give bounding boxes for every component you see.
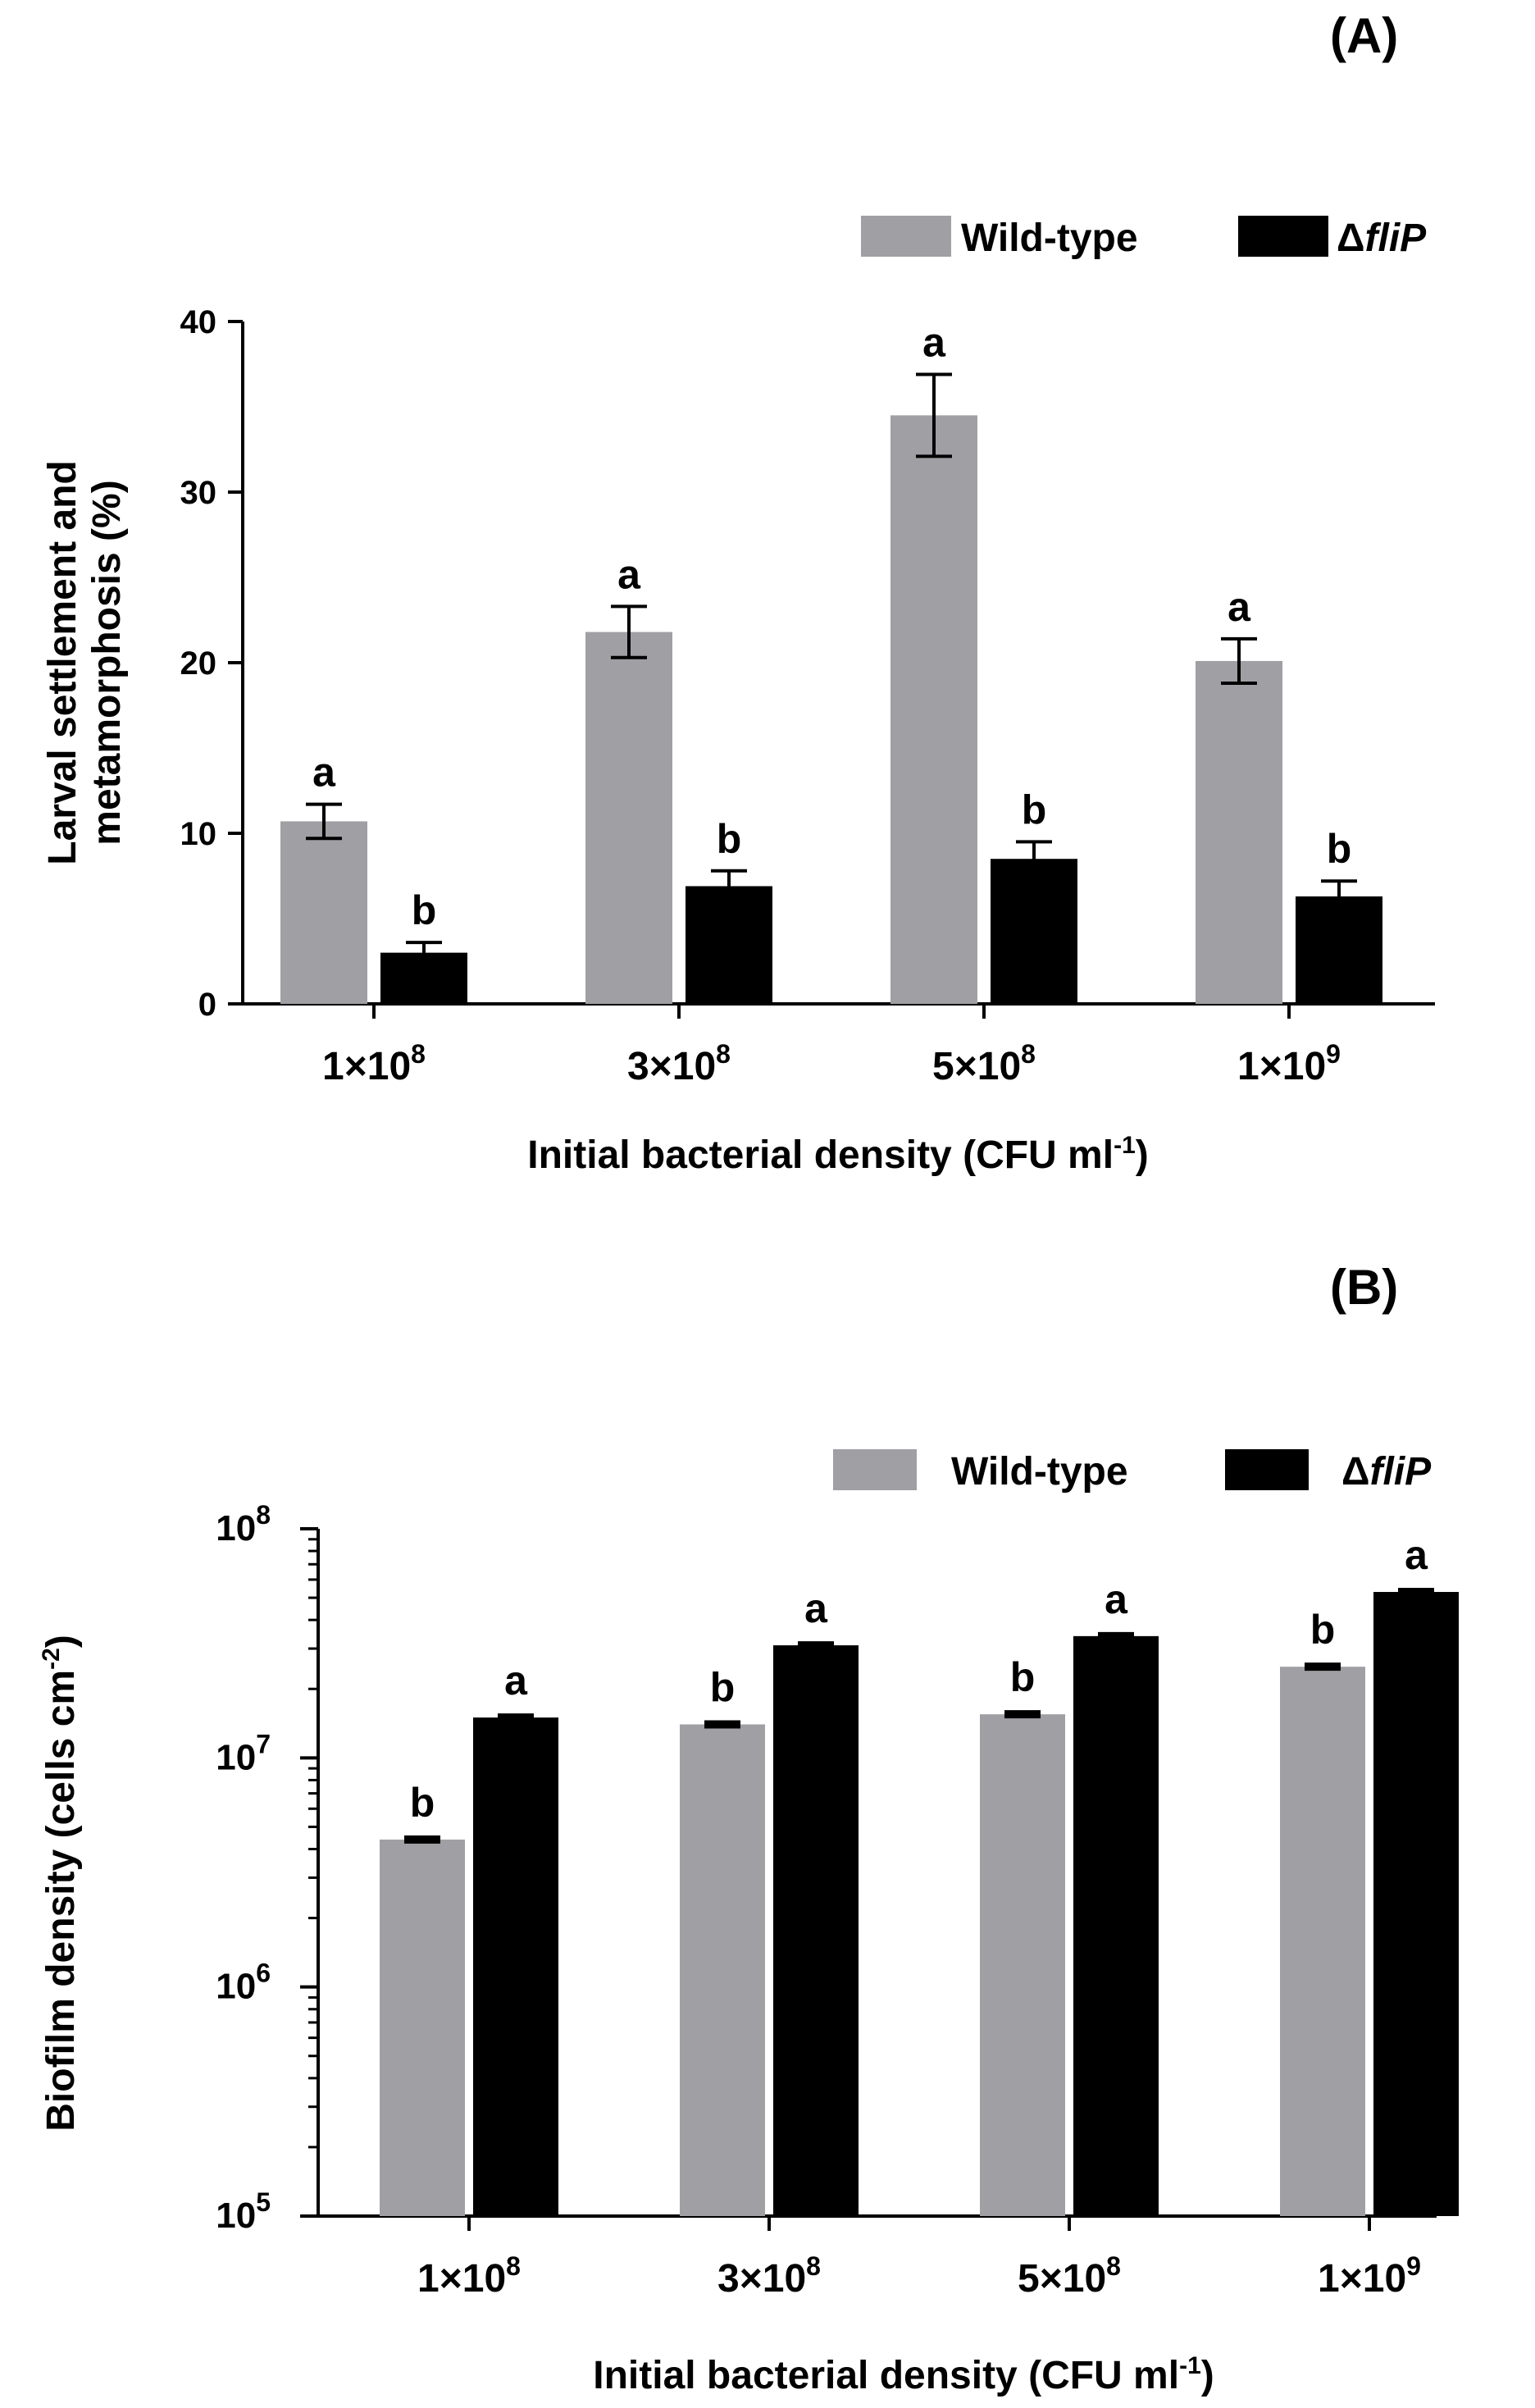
error-bar-a bbox=[406, 941, 442, 965]
bar-b-wildtype bbox=[380, 1839, 465, 2216]
y-tick-label-a: 30 bbox=[180, 475, 217, 511]
bar-b-flip bbox=[773, 1645, 859, 2216]
legend-a-wildtype-swatch bbox=[861, 216, 951, 257]
legend-b-flip-label: ΔfliP bbox=[1341, 1450, 1432, 1494]
x-tick-label-a: 3×108 bbox=[627, 1039, 731, 1088]
sig-letter-a: b bbox=[1327, 826, 1352, 872]
error-bar-a bbox=[1016, 840, 1052, 878]
sig-letter-a: a bbox=[1228, 584, 1251, 630]
y-tick-label-b: 108 bbox=[216, 1500, 271, 1548]
y-axis-b-title: Biofilm density (cells cm-2) bbox=[38, 1635, 83, 2132]
bar-a-flip bbox=[991, 859, 1077, 1004]
sig-letter-b: b bbox=[1010, 1654, 1036, 1700]
sig-letter-a: b bbox=[412, 887, 437, 933]
panel-b-label: (B) bbox=[1330, 1260, 1398, 1315]
bar-a-wildtype bbox=[1196, 660, 1282, 1004]
bar-b-flip bbox=[473, 1717, 558, 2216]
sig-letter-a: b bbox=[1022, 787, 1047, 832]
sig-letter-b: a bbox=[804, 1585, 828, 1631]
sig-letter-b: b bbox=[1310, 1607, 1336, 1653]
bar-a-wildtype bbox=[585, 632, 672, 1004]
sig-letter-a: b bbox=[717, 816, 742, 862]
y-tick-label-a: 20 bbox=[180, 645, 217, 682]
bar-b-wildtype bbox=[680, 1724, 765, 2216]
panel-a-chart: (A) Wild-type ΔfliP Larval settlement an… bbox=[41, 8, 1435, 1177]
legend-a-wildtype-label: Wild-type bbox=[961, 217, 1138, 260]
x-axis-a-title: Initial bacterial density (CFU ml-1) bbox=[527, 1132, 1149, 1177]
bar-a-flip bbox=[686, 886, 772, 1004]
error-bar-a bbox=[611, 604, 647, 659]
bar-b-flip bbox=[1073, 1635, 1159, 2216]
sig-letter-b: a bbox=[1105, 1576, 1128, 1622]
panel-a-label: (A) bbox=[1330, 8, 1398, 63]
error-bar-a bbox=[916, 372, 952, 458]
x-tick-label-b: 5×108 bbox=[1018, 2251, 1121, 2301]
y-tick-label-b: 105 bbox=[216, 2187, 271, 2236]
x-axis-b-title: Initial bacterial density (CFU ml-1) bbox=[593, 2352, 1214, 2397]
y-tick-label-a: 40 bbox=[180, 304, 217, 340]
x-tick-label-b: 1×109 bbox=[1318, 2251, 1421, 2301]
bar-a-wildtype bbox=[280, 821, 367, 1004]
error-bar-a bbox=[1221, 636, 1257, 685]
sig-letter-a: a bbox=[312, 750, 336, 796]
sig-letter-b: a bbox=[504, 1658, 528, 1703]
legend-b-flip-swatch bbox=[1225, 1449, 1309, 1490]
x-tick-label-b: 1×108 bbox=[417, 2251, 521, 2301]
x-tick-label-a: 1×108 bbox=[322, 1039, 426, 1088]
panel-b-chart: (B) Wild-type ΔfliP Biofilm density (cel… bbox=[38, 1260, 1459, 2397]
y-tick-label-a: 10 bbox=[180, 816, 217, 852]
x-tick-label-b: 3×108 bbox=[717, 2251, 821, 2301]
y-tick-label-b: 106 bbox=[216, 1959, 271, 2007]
y-tick-label-a: 0 bbox=[198, 987, 216, 1023]
bar-a-wildtype bbox=[890, 415, 977, 1004]
legend-b-wildtype-label: Wild-type bbox=[951, 1450, 1128, 1494]
x-tick-label-a: 1×109 bbox=[1237, 1039, 1341, 1088]
bar-b-wildtype bbox=[1280, 1667, 1365, 2216]
legend-b-wildtype-swatch bbox=[833, 1449, 917, 1490]
sig-letter-a: a bbox=[617, 551, 641, 597]
legend-a-flip-swatch bbox=[1238, 216, 1328, 257]
bar-a-flip bbox=[1296, 896, 1382, 1004]
bar-b-wildtype bbox=[980, 1714, 1065, 2216]
error-bar-a bbox=[1321, 879, 1357, 914]
sig-letter-b: a bbox=[1405, 1532, 1428, 1578]
y-tick-label-b: 107 bbox=[216, 1729, 271, 1777]
y-axis-a-title-line2: metamorphosis (%) bbox=[85, 480, 129, 845]
sig-letter-b: b bbox=[710, 1665, 736, 1711]
x-tick-label-a: 5×108 bbox=[932, 1039, 1036, 1088]
sig-letter-a: a bbox=[922, 319, 946, 365]
y-axis-a-title-line1: Larval settlement and bbox=[41, 460, 84, 865]
legend-a-flip-label: ΔfliP bbox=[1337, 217, 1427, 260]
error-bar-a bbox=[711, 869, 747, 904]
bar-b-flip bbox=[1373, 1592, 1459, 2216]
sig-letter-b: b bbox=[410, 1780, 435, 1826]
error-bar-a bbox=[306, 802, 342, 841]
